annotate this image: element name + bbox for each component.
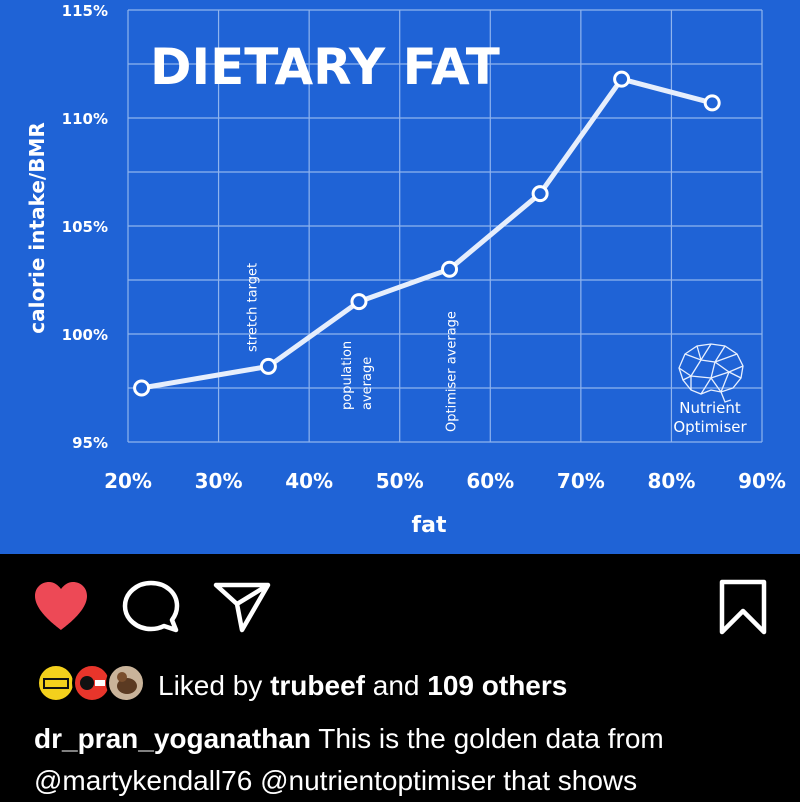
x-tick-label: 20% [104,469,152,493]
x-tick-label: 60% [466,469,514,493]
logo-line2: Optimiser [673,418,747,436]
annotation-label: Optimiser average [445,311,460,432]
y-tick-label: 115% [62,2,108,20]
likes-connector: and [372,670,420,701]
post-action-bar [0,554,800,654]
likes-prefix: Liked by [158,670,263,701]
likes-others-link[interactable]: 109 others [427,670,568,701]
liker-username-link[interactable]: trubeef [270,670,365,701]
caption-mention-link[interactable]: @nutrientoptimiser [260,765,496,796]
bookmark-icon[interactable] [718,578,768,636]
x-tick-label: 90% [738,469,786,493]
annotation-label: average [360,357,375,410]
logo-line1: Nutrient [679,399,741,417]
line-chart: 20% 30% 40% 50% 60% 70% 80% 90% 95% 100% 105% 110% 1… [25,2,786,538]
chart-series [133,70,721,397]
x-tick-label: 30% [195,469,243,493]
annotation-label: population [340,341,355,410]
y-tick-label: 100% [62,326,108,344]
heart-filled-icon[interactable] [32,580,90,632]
chart-ticks: 20% 30% 40% 50% 60% 70% 80% 90% 95% 100% 105% 110% 1… [62,2,786,493]
data-point [531,185,549,203]
x-tick-label: 40% [285,469,333,493]
data-point [613,70,631,88]
caption-text-part1: This is the golden data from [318,723,664,754]
chart-annotations: stretch target population average Optimiser… [245,263,459,432]
data-point [350,293,368,311]
data-point [259,357,277,375]
y-tick-label: 95% [72,434,108,452]
avatar[interactable] [106,663,146,703]
annotation-label: stretch target [245,263,260,352]
chart-title: DIETARY FAT [150,38,500,96]
post-image-chart[interactable]: 20% 30% 40% 50% 60% 70% 80% 90% 95% 100% 105% 110% 1… [0,0,800,554]
avatar[interactable] [36,663,76,703]
caption-text-part2: that shows [503,765,638,796]
series-line [141,76,713,391]
nutrient-optimiser-logo: Nutrient Optimiser [673,343,748,436]
chart-grid [127,9,763,443]
data-point [133,379,151,397]
x-tick-label: 50% [376,469,424,493]
caption-username-link[interactable]: dr_pran_yoganathan [34,723,311,754]
y-tick-label: 105% [62,218,108,236]
x-tick-label: 80% [647,469,695,493]
data-point [441,260,459,278]
paper-plane-icon[interactable] [212,580,272,634]
y-tick-label: 110% [62,110,108,128]
post-caption: dr_pran_yoganathan This is the golden da… [34,718,784,802]
caption-mention-link[interactable]: @martykendall76 [34,765,253,796]
data-point [703,94,721,112]
brain-network-icon [678,343,744,403]
avatar[interactable] [72,663,112,703]
x-axis-label: fat [412,513,447,538]
x-tick-label: 70% [557,469,605,493]
comment-bubble-icon[interactable] [122,580,180,634]
likes-row: Liked by trubeef and 109 others [0,654,800,718]
y-axis-label: calorie intake/BMR [25,122,49,334]
likes-summary: Liked by trubeef and 109 others [158,670,567,702]
